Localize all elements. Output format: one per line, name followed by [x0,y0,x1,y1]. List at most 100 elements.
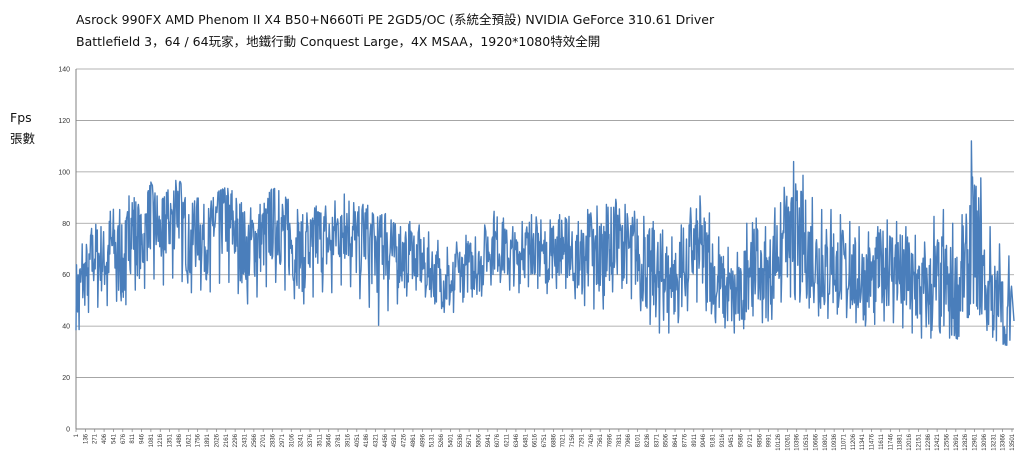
x-tick-label: 1081 [149,433,155,447]
x-tick-label: 11881 [898,433,904,450]
x-tick-label: 12421 [935,433,941,450]
x-tick-label: 4321 [374,433,380,447]
x-tick-label: 541 [111,433,117,444]
x-tick-label: 7966 [626,433,632,447]
x-tick-label: 9721 [748,433,754,447]
x-tick-label: 10396 [795,433,801,450]
x-tick-label: 12286 [926,433,932,450]
x-tick-label: 7291 [579,433,585,447]
x-tick-label: 1621 [186,433,192,447]
x-tick-label: 7831 [617,433,623,447]
x-tick-label: 6346 [514,433,520,447]
y-tick-label: 80 [62,221,70,228]
x-tick-label: 5806 [476,433,482,447]
y-tick-label: 20 [62,375,70,382]
x-tick-label: 2161 [224,433,230,447]
x-tick-label: 811 [130,433,136,443]
x-tick-label: 11341 [860,433,866,450]
x-tick-label: 7426 [589,433,595,447]
x-tick-label: 1486 [177,433,183,447]
x-tick-label: 8506 [664,433,670,447]
x-tick-label: 10126 [776,433,782,450]
x-tick-label: 13096 [982,433,988,450]
x-tick-label: 4726 [402,433,408,447]
y-tick-labels: 0 20 40 60 80 100 120 140 [58,67,70,434]
x-tick-label: 3511 [317,433,323,447]
x-tick-label: 6481 [523,433,529,447]
x-tick-label: 4051 [355,433,361,447]
x-tick-label: 6076 [495,433,501,447]
x-tick-label: 4996 [420,433,426,447]
x-tick-label: 8371 [654,433,660,447]
x-tick-label: 6886 [551,433,557,447]
x-tick-label: 1216 [158,433,164,447]
x-tick-label: 12961 [973,433,979,450]
x-tick-label: 676 [121,433,127,444]
x-tick-label: 10531 [804,433,810,450]
x-tick-label: 9316 [720,433,726,447]
y-axis-label-fps: Fps [10,110,32,125]
x-tick-label: 6751 [542,433,548,447]
x-tick-label: 7561 [598,433,604,447]
x-tick-label: 10801 [823,433,829,450]
x-tick-label: 13366 [1001,433,1007,450]
x-tick-label: 10936 [832,433,838,450]
x-tick-label: 7696 [608,433,614,447]
y-tick-label: 40 [62,324,70,331]
x-tick-label: 136 [83,433,89,444]
x-tick-label: 3376 [308,433,314,447]
x-tick-label: 4456 [383,433,389,447]
x-tick-label: 2566 [252,433,258,447]
x-tick-label: 2026 [214,433,220,447]
x-tick-label: 5266 [439,433,445,447]
axes [75,69,1014,432]
x-tick-label: 6616 [533,433,539,447]
x-tick-label: 9991 [767,433,773,447]
x-tick-label: 1351 [168,433,174,447]
x-tick-label: 271 [93,433,99,444]
x-tick-label: 5671 [467,433,473,447]
x-tick-label: 13231 [991,433,997,450]
x-tick-label: 9181 [710,433,716,447]
x-tick-label: 3916 [345,433,351,447]
x-tick-label: 7156 [570,433,576,447]
x-tick-label: 1891 [205,433,211,447]
x-tick-label: 2701 [261,433,267,447]
y-tick-label: 120 [58,118,70,125]
x-tick-label: 4186 [364,433,370,447]
x-tick-label: 11746 [888,433,894,450]
x-tick-label: 2836 [271,433,277,447]
x-tick-label: 3106 [289,433,295,447]
x-tick-label: 13501 [1010,433,1016,450]
x-tick-label: 12691 [954,433,960,450]
x-tick-label: 4591 [392,433,398,447]
x-tick-label: 406 [102,433,108,444]
x-tick-label: 10261 [785,433,791,450]
y-tick-label: 100 [58,169,70,176]
x-tick-label: 8776 [682,433,688,447]
x-tick-label: 11476 [870,433,876,450]
series-layer [75,140,1015,346]
x-tick-label: 3241 [299,433,305,447]
x-tick-label: 9046 [701,433,707,447]
y-axis-label-frames: 張數 [10,131,36,146]
x-tick-label: 3646 [327,433,333,447]
x-tick-label: 9586 [739,433,745,447]
x-tick-label: 5401 [448,433,454,447]
x-tick-label: 2296 [233,433,239,447]
chart-subtitle: Battlefield 3，64 / 64玩家，地鐵行動 Conquest La… [76,34,601,49]
x-tick-label: 9451 [729,433,735,447]
x-tick-label: 1756 [196,433,202,447]
x-tick-label: 5131 [430,433,436,447]
x-tick-label: 12826 [963,433,969,450]
x-tick-label: 11071 [842,433,848,450]
x-tick-label: 11206 [851,433,857,450]
x-tick-label: 4861 [411,433,417,447]
x-tick-label: 12556 [944,433,950,450]
x-tick-label: 8641 [673,433,679,447]
chart-title: Asrock 990FX AMD Phenom II X4 B50+N660Ti… [76,12,715,27]
y-tick-label: 140 [58,67,70,74]
x-tick-label: 5941 [486,433,492,447]
y-tick-label: 60 [62,272,70,279]
x-tick-label: 12016 [907,433,913,450]
